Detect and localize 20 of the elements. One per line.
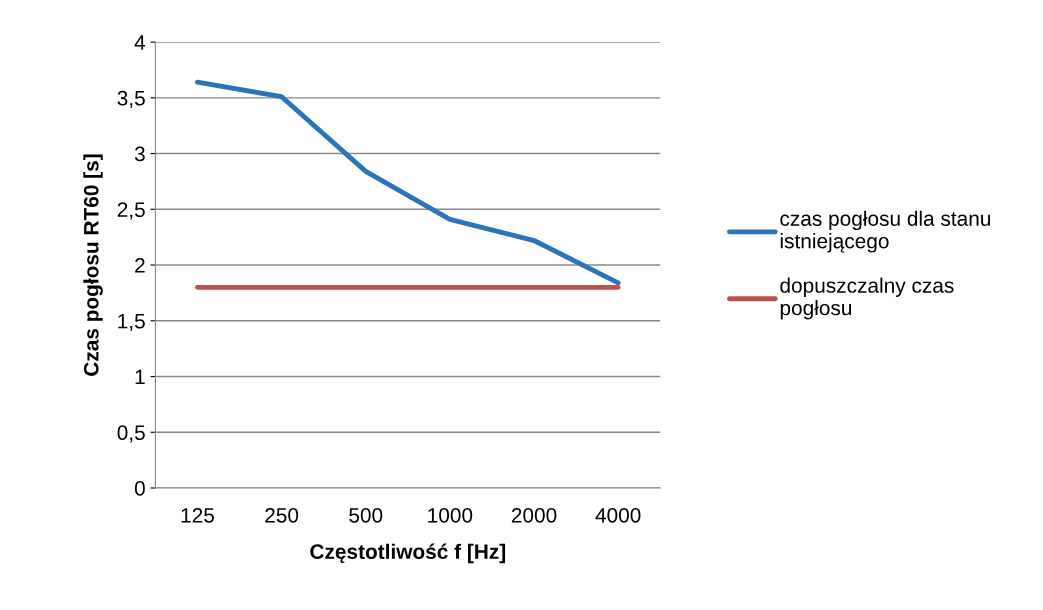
y-tick-label: 0,5: [117, 425, 145, 443]
x-tick-label: 125: [181, 507, 214, 523]
y-tick-label: 4: [134, 35, 146, 50]
x-tick-label: 2000: [511, 507, 557, 523]
x-tick-label: 4000: [595, 507, 641, 523]
y-axis-title: Czas pogłosu RT60 [s]: [83, 154, 103, 376]
x-tick-label: 1000: [428, 507, 473, 523]
y-tick-label: 0: [134, 481, 145, 496]
x-tick-label: 250: [265, 507, 299, 523]
legend-label: czas pogłosu dla stanu istniejącego: [780, 210, 991, 253]
y-tick-label: 3: [134, 146, 145, 162]
y-tick-label: 2: [135, 258, 145, 273]
y-tick-label: 1: [135, 369, 145, 385]
line-series: [195, 79, 621, 286]
y-tick-label: 2,5: [117, 202, 145, 220]
y-tick-label: 1,5: [118, 314, 145, 331]
y-tick-label: 3,5: [117, 90, 145, 109]
legend-label: dopuszczalny czas pogłosu: [780, 277, 954, 320]
x-axis-title: Częstotliwość f [Hz]: [310, 543, 506, 564]
x-tick-label: 500: [349, 507, 383, 523]
